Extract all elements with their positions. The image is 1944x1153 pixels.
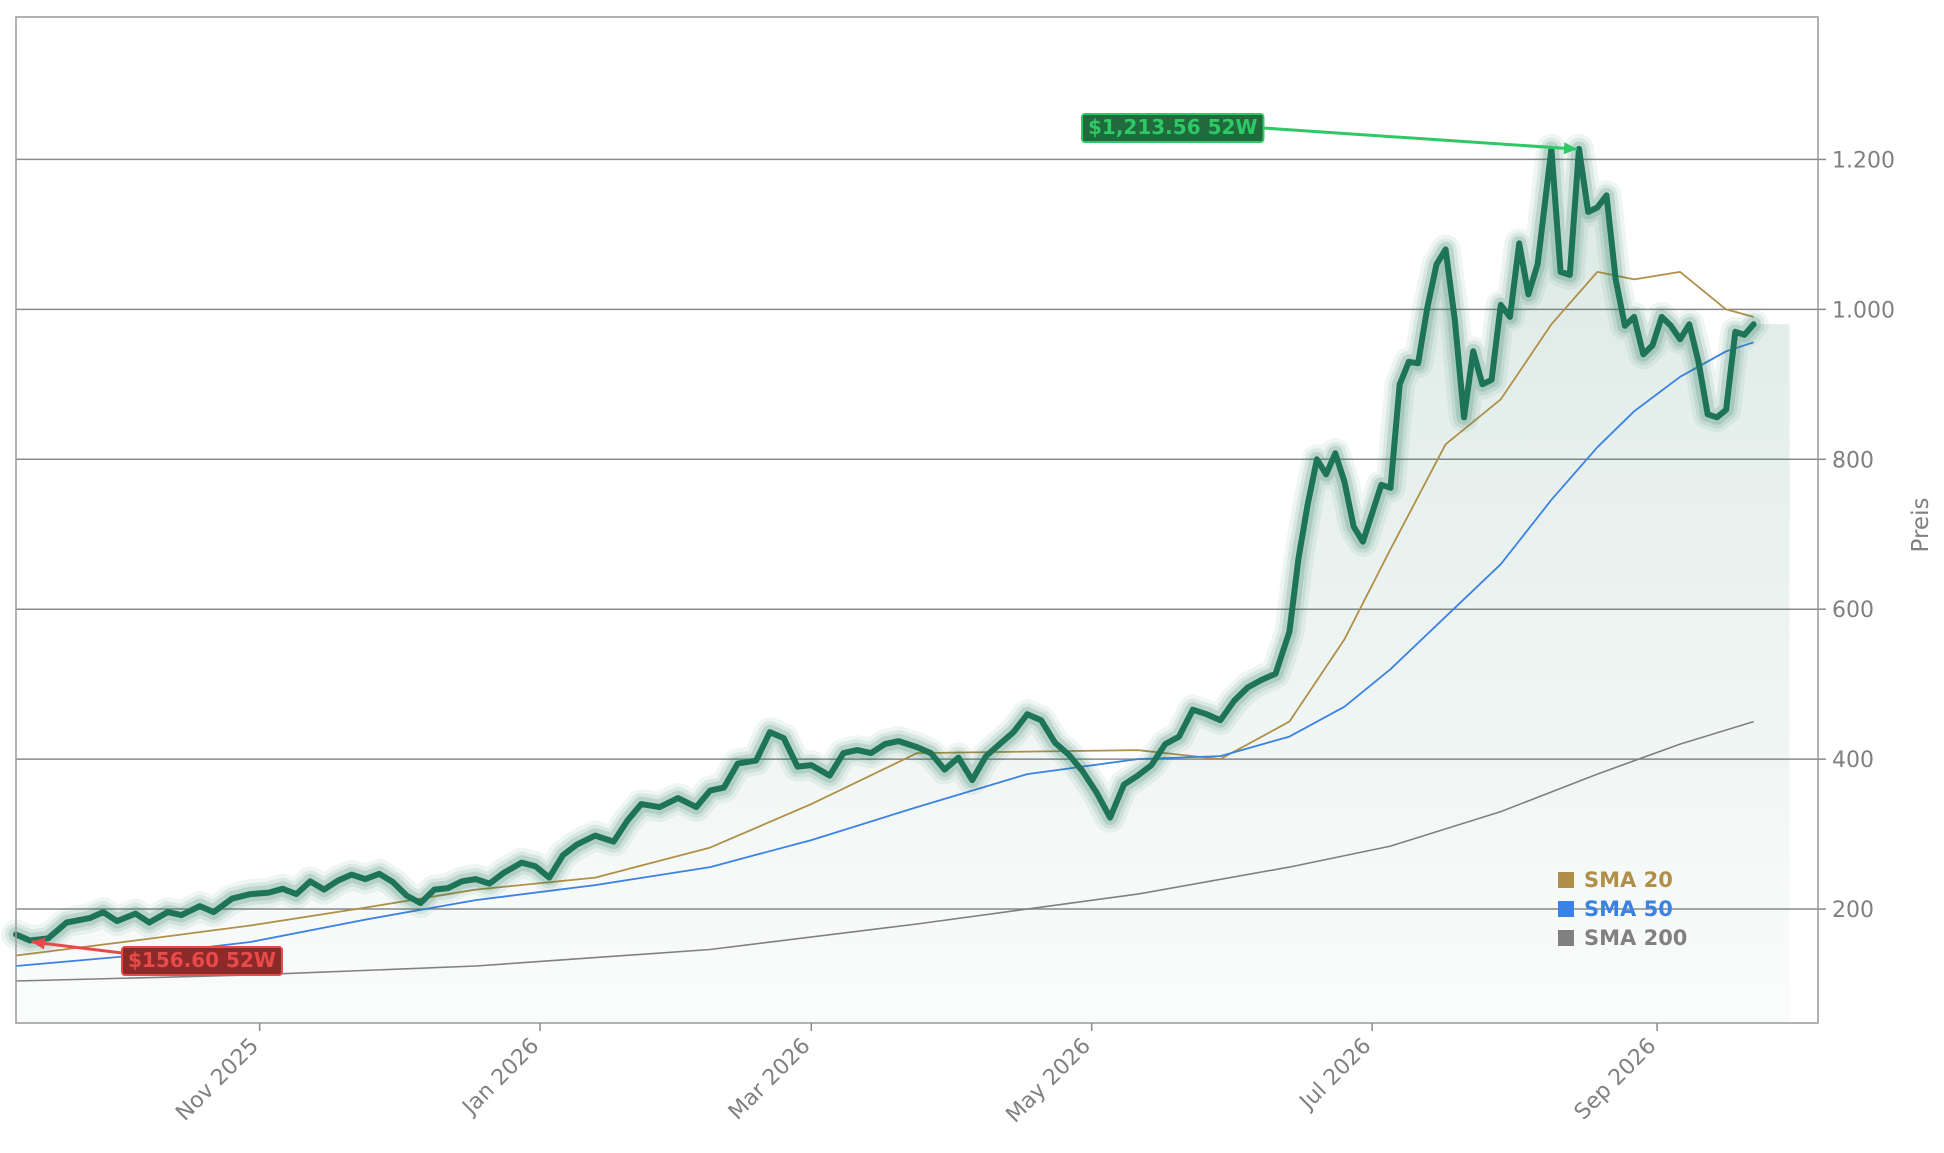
y-tick-label: 600 bbox=[1832, 598, 1874, 623]
legend-label: SMA 200 bbox=[1584, 926, 1687, 950]
legend-swatch bbox=[1558, 901, 1574, 917]
annotation-high-label: $1,213.56 52W bbox=[1088, 115, 1257, 139]
x-tick-label: Jul 2026 bbox=[1294, 1034, 1376, 1116]
price-line-group bbox=[1, 133, 1769, 956]
sma-lines bbox=[15, 271, 1754, 982]
x-tick-label: May 2026 bbox=[1002, 1034, 1096, 1128]
plot-frame bbox=[15, 16, 1819, 1024]
annotation-low-arrow bbox=[31, 940, 123, 955]
x-axis-ticks: Nov 2025 Jan 2026 Mar 2026 May 2026 Jul 2026… bbox=[171, 1023, 1661, 1128]
x-tick-label: Mar 2026 bbox=[724, 1034, 816, 1126]
legend-swatch bbox=[1558, 930, 1574, 946]
annotation-high-arrow bbox=[1263, 126, 1578, 151]
price-line bbox=[13, 145, 1757, 944]
y-tick-label: 200 bbox=[1832, 898, 1874, 923]
y-tick-label: 400 bbox=[1832, 748, 1874, 773]
legend-swatch bbox=[1558, 872, 1574, 888]
x-tick-label: Nov 2025 bbox=[171, 1034, 264, 1127]
y-tick-label: 1.000 bbox=[1832, 298, 1895, 323]
annotation-low-box bbox=[121, 946, 283, 976]
legend-label: SMA 20 bbox=[1584, 868, 1673, 892]
annotation-low-label: $156.60 52W bbox=[128, 948, 276, 972]
y-axis-ticks: 200 400 600 800 1.000 1.200 bbox=[1818, 148, 1895, 923]
sma20-line bbox=[15, 271, 1754, 957]
y-tick-label: 800 bbox=[1832, 448, 1874, 473]
price-area-fill bbox=[16, 148, 1790, 1023]
annotations: $156.60 52W $1,213.56 52W bbox=[31, 113, 1578, 976]
annotation-high-arrowhead bbox=[1563, 142, 1577, 155]
annotation-low-arrowhead bbox=[31, 937, 46, 950]
legend-label: SMA 50 bbox=[1584, 897, 1673, 921]
sma50-line bbox=[15, 341, 1754, 967]
y-axis-title: Preis bbox=[1908, 498, 1934, 553]
x-tick-label: Sep 2026 bbox=[1570, 1034, 1662, 1126]
legend: SMA 20 SMA 50 SMA 200 bbox=[1558, 868, 1687, 950]
y-tick-label: 1.200 bbox=[1832, 148, 1895, 173]
price-area bbox=[16, 148, 1790, 1023]
sma200-line bbox=[15, 720, 1754, 982]
x-tick-label: Jan 2026 bbox=[457, 1034, 545, 1122]
